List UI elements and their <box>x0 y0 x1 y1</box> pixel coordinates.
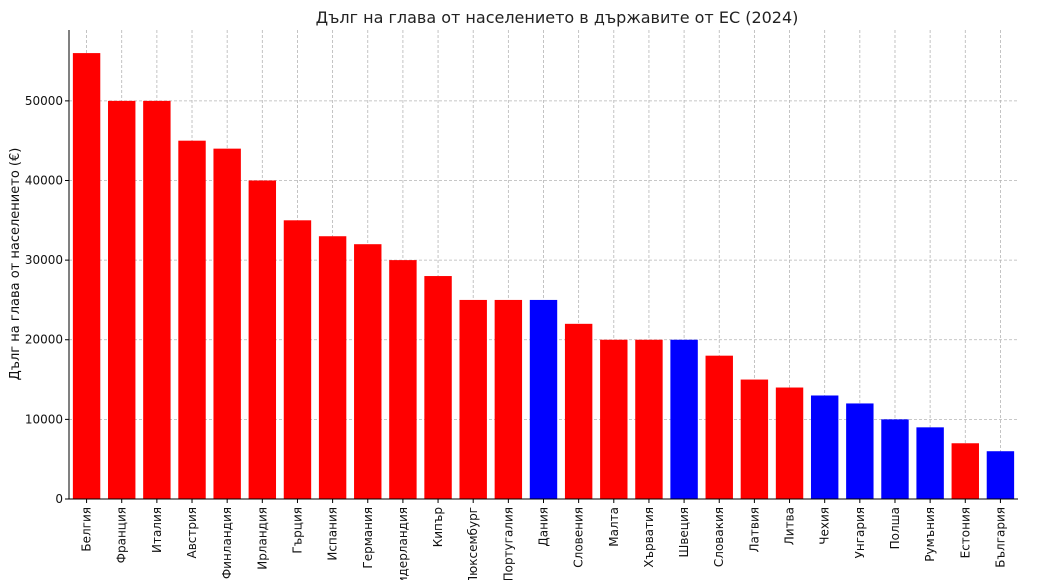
bar <box>986 451 1015 499</box>
y-tick-label: 50000 <box>25 94 63 108</box>
x-tick-label: Чехия <box>818 507 832 545</box>
x-tick-label: Португалия <box>501 507 515 580</box>
bar <box>564 323 593 499</box>
bar <box>354 244 382 499</box>
y-tick-label: 40000 <box>25 173 63 187</box>
x-tick-label: Люксембург <box>466 507 480 580</box>
bar <box>705 355 733 499</box>
bar <box>670 339 698 499</box>
bar <box>283 220 312 499</box>
bar <box>213 148 241 499</box>
bar <box>108 100 136 500</box>
x-tick-label: Гърция <box>290 507 304 554</box>
x-tick-label: Нидерландия <box>396 507 410 580</box>
x-tick-label: Естония <box>958 507 972 558</box>
x-tick-label: Хърватия <box>642 507 656 568</box>
x-tick-label: Финландия <box>220 507 234 579</box>
y-axis-label: Дълг на глава от населението (€) <box>8 148 23 381</box>
x-tick-label: Литва <box>783 507 797 545</box>
x-tick-label: Полша <box>888 507 902 549</box>
x-tick-label: Италия <box>150 507 164 553</box>
bar <box>248 180 277 499</box>
bar <box>951 443 979 499</box>
bar <box>916 427 944 499</box>
x-tick-label: Австрия <box>185 507 199 559</box>
bar <box>72 53 101 500</box>
x-tick-label: Румъния <box>923 507 937 562</box>
x-tick-label: Унгария <box>853 507 867 558</box>
y-tick-label: 10000 <box>25 412 63 426</box>
x-tick-label: Ирландия <box>255 507 269 570</box>
x-tick-label: Германия <box>361 507 375 569</box>
bar <box>600 339 628 499</box>
bar <box>846 403 874 499</box>
bar <box>143 100 171 500</box>
y-tick-label: 0 <box>55 492 63 506</box>
x-tick-label: Словения <box>572 507 586 568</box>
bar <box>635 339 663 499</box>
bar <box>529 299 558 499</box>
bar <box>424 276 452 499</box>
bar <box>775 387 804 499</box>
y-tick-label: 30000 <box>25 253 63 267</box>
bar <box>389 260 417 499</box>
x-tick-label: Малта <box>607 507 621 547</box>
bar <box>881 419 909 499</box>
y-axis-ticks: 0 10000 20000 30000 40000 50000 <box>25 94 69 506</box>
x-tick-label: Кипър <box>431 507 445 547</box>
x-tick-label: Испания <box>326 507 340 561</box>
bars <box>72 53 1015 500</box>
x-tick-label: България <box>993 507 1007 568</box>
x-tick-label: Словакия <box>712 507 726 567</box>
bar <box>494 299 523 499</box>
bar <box>459 299 487 499</box>
x-tick-label: Белгия <box>80 507 94 552</box>
y-tick-label: 20000 <box>25 333 63 347</box>
bar <box>318 236 347 499</box>
bar <box>178 140 206 499</box>
x-tick-label: Дания <box>537 507 551 547</box>
chart-title: Дълг на глава от населението в държавите… <box>316 8 799 27</box>
x-tick-label: Франция <box>115 507 129 563</box>
x-axis-ticks: Белгия Франция Италия Австрия Финландия Ирлан… <box>80 499 1007 580</box>
bar <box>740 379 769 499</box>
x-tick-label: Швеция <box>677 507 691 557</box>
bar <box>810 395 839 499</box>
x-tick-label: Латвия <box>747 507 761 552</box>
